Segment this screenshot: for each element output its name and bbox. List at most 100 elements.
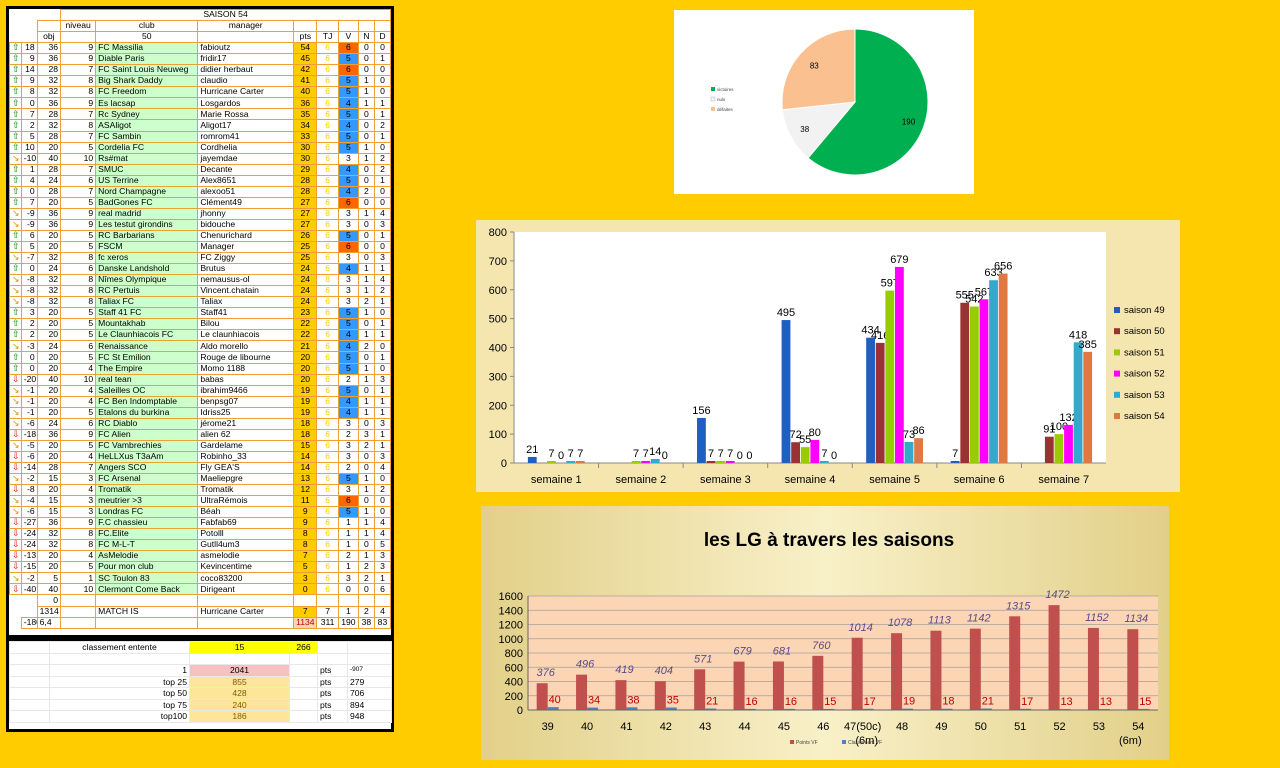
- n-cell: 0: [357, 163, 375, 176]
- niveau-cell: 6: [60, 417, 97, 430]
- lg-x-tick-label: 44: [738, 721, 750, 733]
- n-cell: 1: [357, 329, 375, 342]
- lg-rank-bar: [626, 707, 638, 710]
- club-cell: RC Diablo: [95, 417, 199, 430]
- legend-swatch: [1114, 413, 1120, 419]
- lg-rank-bar: [823, 708, 835, 710]
- y-tick-label: 800: [489, 227, 507, 239]
- ecart-cell: -20: [20, 373, 38, 386]
- lg-x-tick-label: 47(50c): [844, 721, 881, 733]
- manager-cell: Brutus: [197, 263, 295, 276]
- pts-cell: 23: [293, 307, 318, 320]
- obj-cell: 28: [36, 130, 62, 143]
- lg-x-tick-label: 39: [542, 721, 554, 733]
- manager-cell: didier herbaut: [197, 64, 295, 77]
- n-cell: 2: [357, 296, 375, 309]
- n-cell: 0: [357, 174, 375, 187]
- tj-cell: 6: [316, 406, 339, 419]
- niveau-cell: 1: [60, 572, 97, 585]
- d-cell: 6: [373, 583, 391, 596]
- table-row: ⇩ -27 36 9 F.C chassieu Fabfab69 9 6 1 1 4: [9, 517, 391, 530]
- niveau-cell: 7: [60, 108, 97, 121]
- ecart-cell: -5: [20, 439, 38, 452]
- pts-cell: 28: [293, 185, 318, 198]
- obj-cell: 36: [36, 42, 62, 55]
- bar-data-label: 679: [890, 254, 908, 266]
- n-cell: 0: [357, 583, 375, 596]
- tj-cell: 8: [316, 207, 339, 220]
- arrow-up-icon: ⇧: [9, 53, 22, 66]
- niveau-cell: 4: [60, 395, 97, 408]
- arrow-up-icon: ⇧: [9, 141, 22, 154]
- arrow-up-icon: ⇧: [9, 64, 22, 77]
- v-cell: 1: [337, 528, 359, 541]
- pts-cell: 36: [293, 97, 318, 110]
- club-cell: Es lacsap: [95, 97, 199, 110]
- arrow-diagonal-icon: ↘: [9, 218, 22, 231]
- table-row: ↘ -5 20 5 FC Vambrechies Gardelame 15 6 3 2 1: [9, 439, 391, 452]
- tj-cell: 6: [316, 384, 339, 397]
- lg-x-tick-label: 42: [660, 721, 672, 733]
- tj-cell: 6: [316, 108, 339, 121]
- pts-cell: 33: [293, 130, 318, 143]
- arrow-diagonal-icon: ↘: [9, 572, 22, 585]
- bar-data-label: 0: [662, 450, 668, 462]
- pts-cell: 8: [293, 528, 318, 541]
- table-row: ↘ -6 15 3 Londras FC Béah 9 6 5 1 0: [9, 506, 391, 519]
- n-cell: 0: [357, 351, 375, 364]
- bar-data-label: 633: [984, 267, 1002, 279]
- arrow-diagonal-icon: ↘: [9, 340, 22, 353]
- obj-cell: 20: [36, 395, 62, 408]
- n-cell: 0: [357, 42, 375, 55]
- bar-data-label: 21: [526, 444, 538, 456]
- bar-data-label: 7: [633, 448, 639, 460]
- arrow-up-icon: ⇧: [9, 42, 22, 55]
- table-row: ↘ -4 15 3 meutrier >3 UltraRémois 11 6 6 0 0: [9, 495, 391, 508]
- club-cell: HeLLXus T3aAm: [95, 450, 199, 463]
- obj-cell: 24: [36, 417, 62, 430]
- v-cell: 5: [337, 318, 359, 331]
- season-title-row: SAISON 54: [10, 9, 391, 22]
- bar-data-label: 495: [777, 307, 795, 319]
- bar: [1064, 424, 1073, 463]
- ecart-cell: 5: [20, 130, 38, 143]
- summary-spacer-2: [289, 664, 318, 677]
- niveau-cell: 8: [60, 274, 97, 287]
- pts-cell: 15: [293, 439, 318, 452]
- v-cell: 3: [337, 572, 359, 585]
- table-row: ⇧ 10 20 5 Cordelia FC Cordhelia 30 6 5 1 0: [9, 141, 391, 154]
- club-cell: Rs#mat: [95, 152, 199, 165]
- manager-cell: Manager: [197, 240, 295, 254]
- ecart-cell: -4: [20, 495, 38, 508]
- header-tj: TJ: [316, 31, 339, 44]
- v-cell: 1: [337, 561, 359, 574]
- manager-cell: benpsg07: [197, 395, 295, 408]
- tj-cell: 6: [316, 64, 339, 77]
- table-row: ⇧ 2 32 8 ASAligot Aligot17 34 6 4 0 2: [9, 119, 391, 132]
- table-row: ⇩ -14 28 7 Angers SCO Fly GEA'S 14 6 2 0 4: [9, 461, 391, 474]
- arrow-down-icon: ⇩: [9, 484, 22, 497]
- lg-rank-bar: [902, 708, 914, 710]
- header-row-2: obj 50 pts TJ V N D: [10, 31, 391, 44]
- bar: [1083, 351, 1093, 463]
- v-cell: 2: [337, 428, 359, 441]
- niveau-cell: 5: [60, 240, 97, 254]
- pts-cell: 18: [293, 417, 318, 430]
- x-tick-label: semaine 1: [531, 474, 582, 486]
- lg-points-label: 376: [537, 667, 556, 679]
- header-v: V: [337, 31, 359, 44]
- manager-cell: Decante: [197, 163, 295, 176]
- v-cell: 5: [337, 362, 359, 375]
- obj-cell: 15: [36, 495, 62, 508]
- obj-cell: 24: [36, 263, 62, 276]
- match-v: 1: [337, 605, 359, 618]
- table-row: ⇧ 5 28 7 FC Sambin romrom41 33 6 5 0 1: [9, 130, 391, 143]
- arrow-diagonal-icon: ↘: [9, 417, 22, 430]
- lg-rank-label: 21: [706, 696, 718, 708]
- pts-cell: 30: [293, 152, 318, 165]
- tj-cell: 6: [316, 450, 339, 463]
- table-row: ⇧ 0 24 6 Danske Landshold Brutus 24 6 4 1 1: [9, 263, 391, 276]
- niveau-cell: 9: [60, 517, 97, 530]
- lg-points-bar: [891, 633, 903, 710]
- summary-unit: pts: [317, 710, 348, 723]
